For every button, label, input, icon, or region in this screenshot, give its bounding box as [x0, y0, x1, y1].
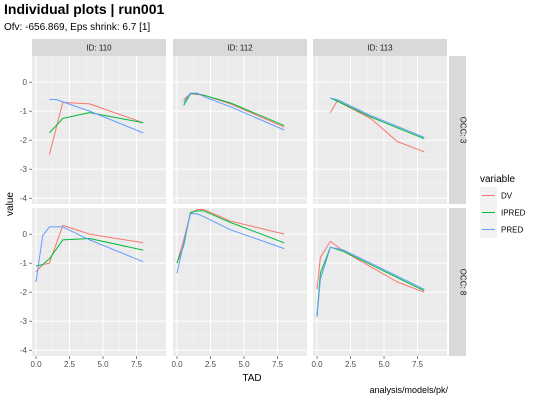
x-tick-label: 7.5	[412, 360, 424, 369]
facet-panel: 0.0 2.5 5.0 7.5	[311, 208, 447, 369]
facet-strip-row	[449, 56, 466, 204]
series-line-ipred	[176, 210, 285, 264]
y-tick-label: -3	[20, 317, 28, 326]
y-tick-label: 0	[23, 78, 28, 87]
x-tick-label: 5.0	[238, 360, 250, 369]
panel-background	[173, 56, 307, 204]
x-tick-label: 0.0	[171, 360, 183, 369]
series-line-dv	[35, 224, 144, 273]
facet-panel: 0.0 2.5 5.0 7.5	[171, 208, 307, 369]
y-tick-label: -2	[20, 288, 28, 297]
y-axis-title: value	[5, 192, 16, 216]
series-line-pred	[49, 99, 144, 134]
facet-strip-column	[313, 39, 447, 56]
facet-panel: -4 -3 -2 -1 0 0.0 2.5 5.0 7.5	[20, 208, 166, 369]
series-line-pred	[35, 226, 144, 283]
facet-strip-row-label: OCC: 3	[459, 117, 468, 144]
series-line-pred	[330, 97, 425, 138]
series-line-ipred	[330, 97, 425, 140]
series-line-dv	[176, 209, 285, 264]
legend-title: variable	[480, 174, 515, 185]
chart-caption: analysis/models/pk/	[369, 385, 448, 395]
facet-strip-row-label: OCC: 8	[459, 269, 468, 296]
y-tick-label: -4	[20, 346, 28, 355]
y-tick-label: -1	[20, 107, 28, 116]
series-line-dv	[329, 100, 425, 153]
series-line-ipred	[35, 238, 144, 267]
y-tick-label: -2	[20, 136, 28, 145]
facet-panel	[173, 56, 307, 204]
facet-panel: -4 -3 -2 -1 0	[20, 56, 166, 204]
x-axis-title: TAD	[242, 373, 261, 384]
panel-background	[173, 208, 307, 356]
legend-label: DV	[501, 192, 513, 201]
series-line-pred	[176, 213, 285, 274]
y-tick-label: -1	[20, 259, 28, 268]
facet-strip-column	[173, 39, 307, 56]
facet-panel	[313, 56, 447, 204]
y-tick-label: 0	[23, 230, 28, 239]
panel-background	[313, 56, 447, 204]
series-line-pred	[183, 92, 285, 131]
facet-strip-column-label: ID: 113	[367, 44, 393, 53]
legend-label: IPRED	[501, 209, 526, 218]
y-tick-label: -4	[20, 194, 28, 203]
legend: variable DV IPRED PRED	[480, 174, 526, 238]
x-tick-label: 2.5	[205, 360, 217, 369]
legend-item-dv: DV	[480, 187, 513, 204]
x-tick-label: 5.0	[378, 360, 390, 369]
x-tick-label: 0.0	[30, 360, 42, 369]
panel-background	[313, 208, 447, 356]
facet-strip-column-label: ID: 110	[86, 44, 112, 53]
legend-item-ipred: IPRED	[480, 204, 526, 221]
x-tick-label: 2.5	[64, 360, 76, 369]
facet-strip-column	[32, 39, 166, 56]
facet-strip-row	[449, 208, 466, 356]
series-line-pred	[316, 246, 425, 317]
x-tick-label: 7.5	[131, 360, 143, 369]
legend-label: PRED	[501, 226, 523, 235]
panel-background	[32, 56, 166, 204]
series-line-dv	[48, 101, 144, 155]
series-line-dv	[316, 240, 425, 293]
panel-background	[32, 208, 166, 356]
chart-subtitle: Ofv: -656.869, Eps shrink: 6.7 [1]	[4, 22, 150, 33]
x-tick-label: 7.5	[272, 360, 284, 369]
x-tick-label: 5.0	[97, 360, 109, 369]
y-tick-label: -3	[20, 165, 28, 174]
facet-strip-column-label: ID: 112	[227, 44, 253, 53]
chart-title: Individual plots | run001	[4, 1, 164, 17]
series-line-ipred	[49, 112, 144, 134]
legend-item-pred: PRED	[480, 221, 523, 238]
x-tick-label: 0.0	[311, 360, 323, 369]
x-tick-label: 2.5	[345, 360, 357, 369]
